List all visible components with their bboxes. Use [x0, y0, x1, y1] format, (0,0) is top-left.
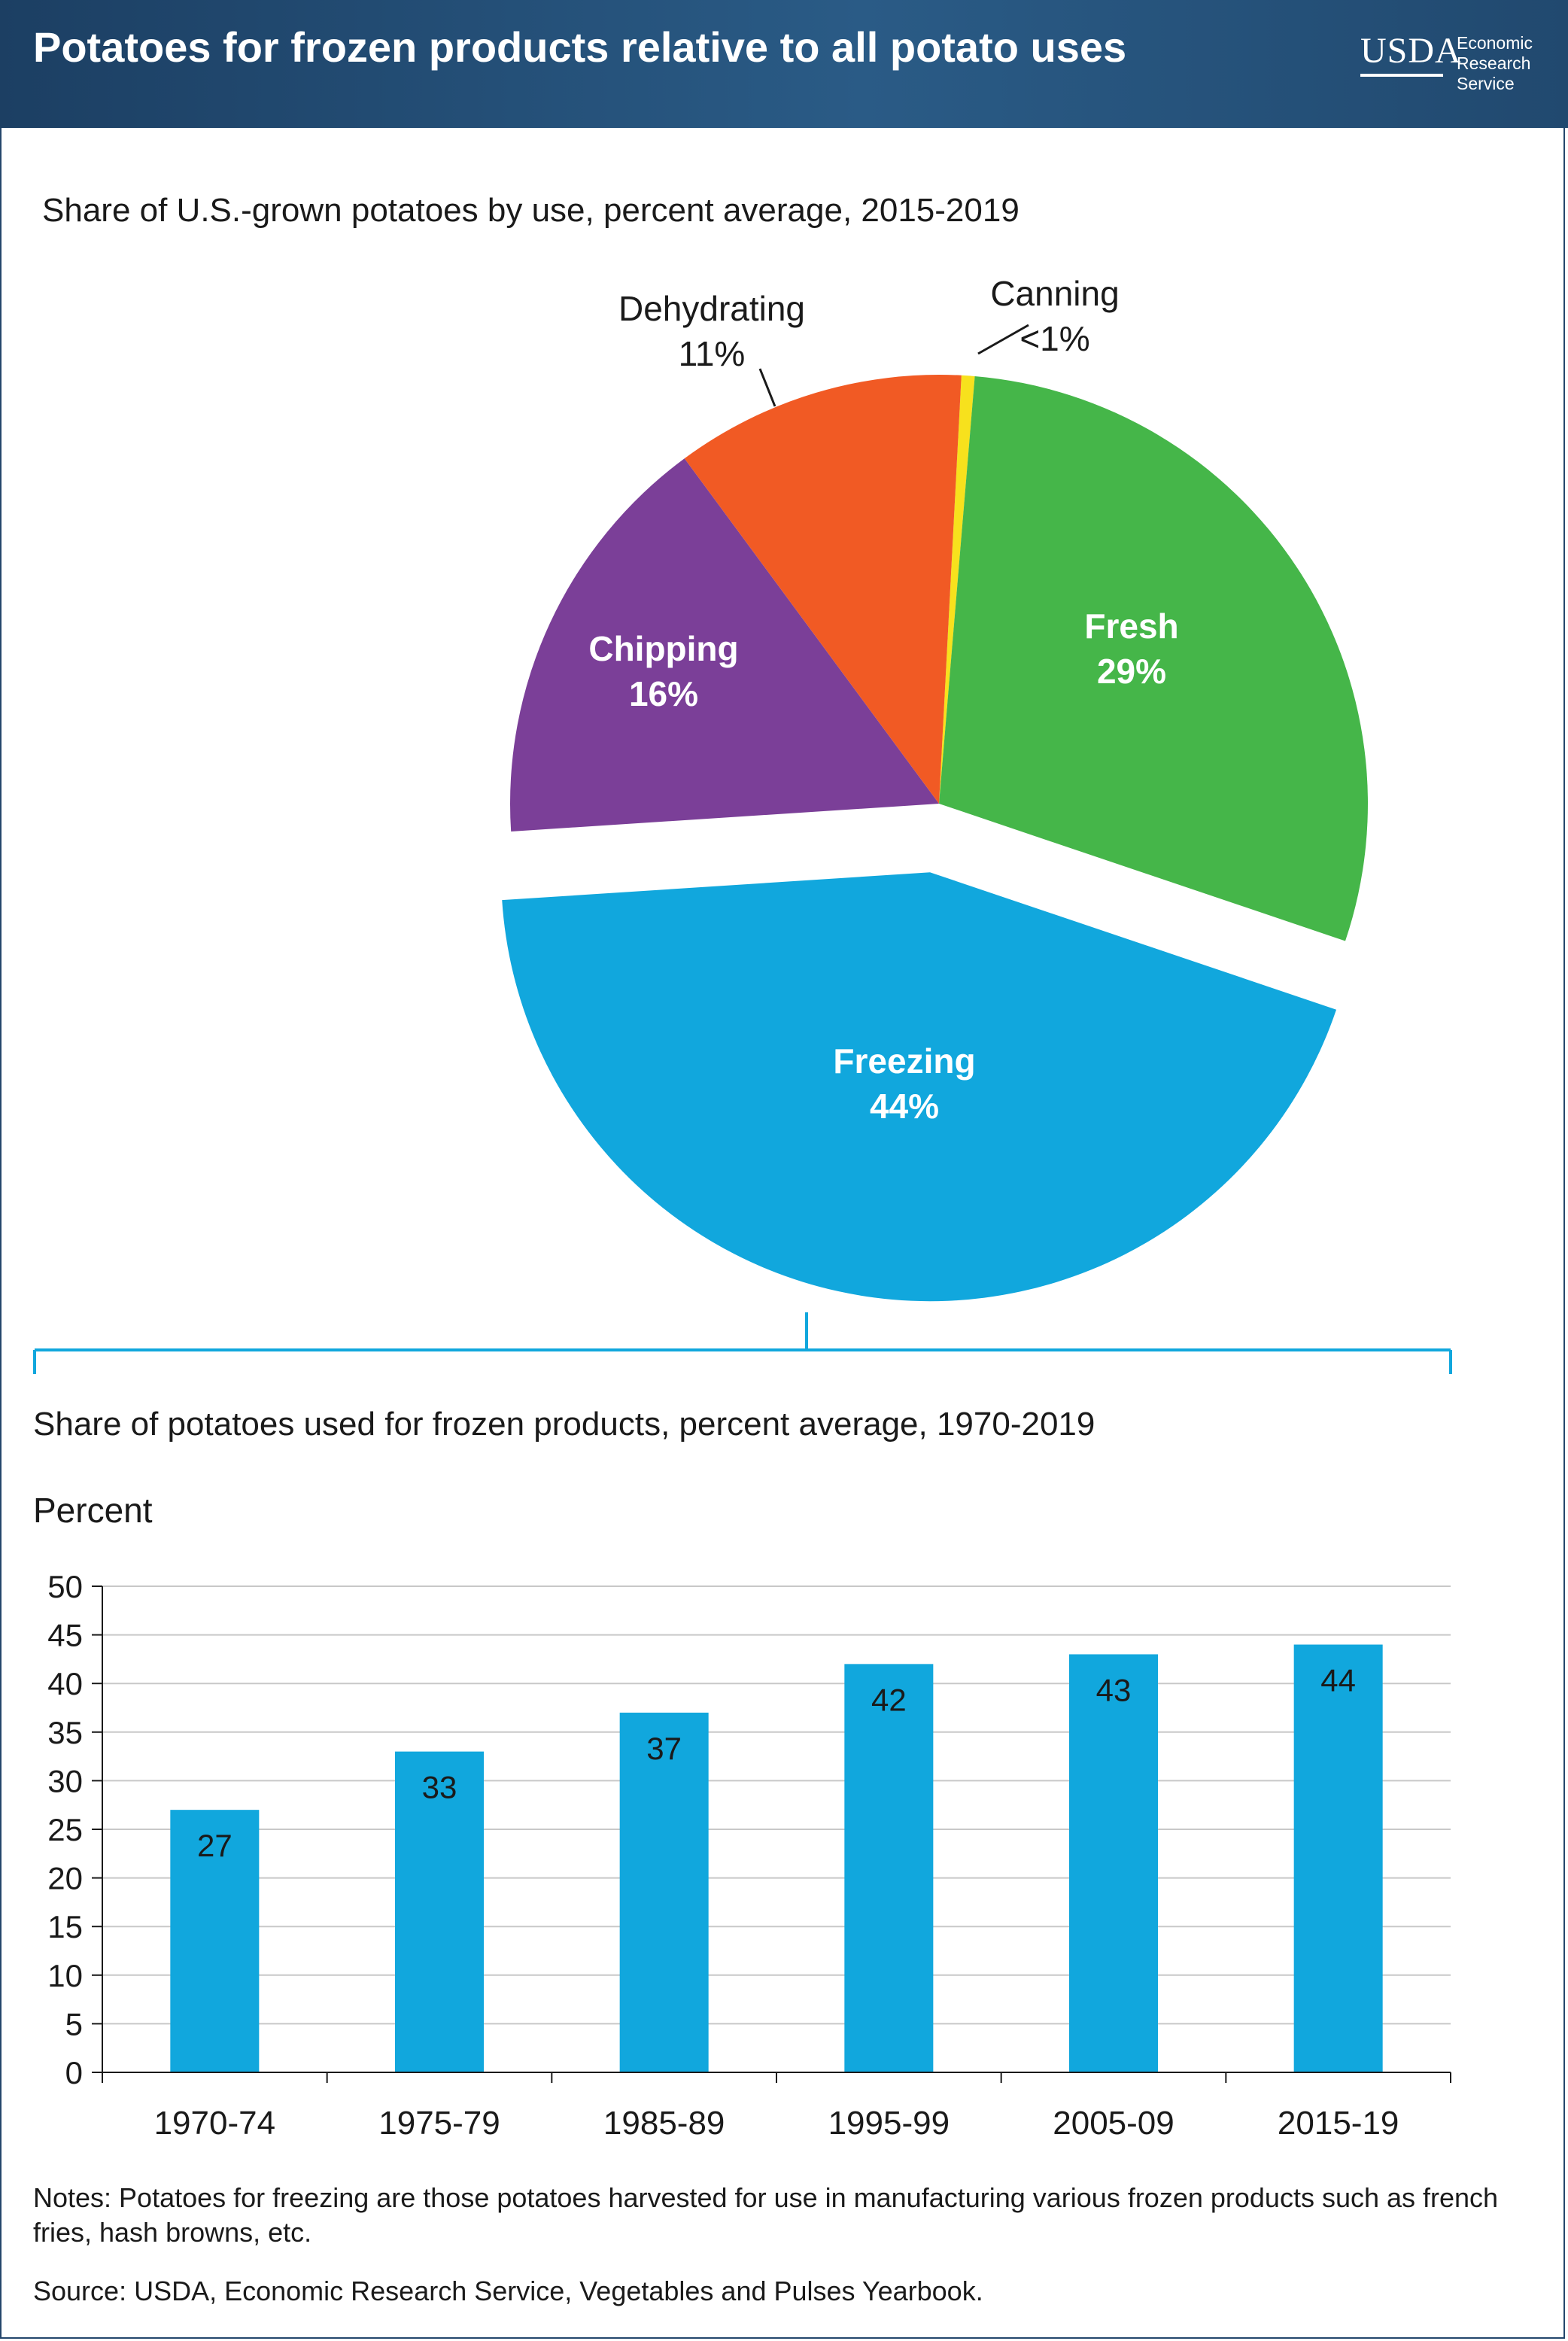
y-tick-label: 40 [47, 1666, 83, 1701]
bracket-connector [33, 1312, 1452, 1374]
y-tick-label: 20 [47, 1861, 83, 1896]
pie-slice-freezing [502, 872, 1337, 1302]
usda-logo: USDA Economic Research Service [1360, 30, 1548, 105]
y-tick-label: 10 [47, 1958, 83, 1993]
x-tick-label: 1970-74 [154, 2105, 275, 2142]
pie-slice-fresh [939, 375, 1368, 941]
pie-label-freezing: Freezing 44% [833, 1038, 975, 1129]
bar-value-label: 33 [422, 1770, 457, 1805]
x-tick-label: 1985-89 [603, 2105, 725, 2142]
pie-subtitle: Share of U.S.-grown potatoes by use, per… [42, 192, 1020, 229]
chart-source: Source: USDA, Economic Research Service,… [33, 2276, 983, 2306]
x-tick-label: 1975-79 [378, 2105, 500, 2142]
x-tick-label: 1995-99 [828, 2105, 950, 2142]
bar-2015-19 [1293, 1644, 1383, 2072]
bar-1970-74 [170, 1810, 260, 2072]
bar-2005-09 [1069, 1654, 1158, 2072]
x-tick-label: 2015-19 [1278, 2105, 1399, 2142]
pie-label-dehydrating-value: 11% [678, 334, 746, 373]
pie-slice-chipping [510, 458, 939, 832]
bar-value-label: 27 [197, 1828, 232, 1863]
y-tick-label: 5 [65, 2006, 83, 2042]
pie-label-freezing-name: Freezing [833, 1041, 976, 1081]
usda-logo-swoosh [1360, 74, 1443, 77]
pie-label-canning-value: <1% [1020, 319, 1090, 358]
bar-1985-89 [619, 1712, 709, 2072]
bar-value-label: 43 [1096, 1672, 1132, 1707]
bar-1975-79 [395, 1751, 484, 2072]
bar-value-label: 37 [646, 1731, 682, 1766]
pie-label-chipping: Chipping 16% [588, 626, 738, 716]
header-banner: Potatoes for frozen products relative to… [0, 0, 1568, 128]
pie-slice-canning [939, 375, 975, 804]
pie-label-chipping-value: 16% [628, 674, 699, 713]
usda-logo-text: Economic Research Service [1457, 33, 1533, 93]
dehydrating-leader-line [758, 368, 776, 407]
bar-value-label: 44 [1320, 1663, 1356, 1698]
canning-leader-line [977, 324, 1029, 355]
y-tick-label: 35 [47, 1715, 83, 1750]
bar-chart: 27 33 37 42 43 44 0 5 10 15 20 25 30 35 40 45 50 1970-74… [47, 1569, 1451, 2142]
bar-chart-ylabel: Percent [33, 1491, 153, 1530]
pie-label-fresh: Fresh 29% [1084, 603, 1178, 694]
pie-chart [502, 324, 1368, 1302]
chart-panel [0, 128, 1565, 2339]
chart-notes: Notes: Potatoes for freezing are those p… [33, 2182, 1499, 2248]
bar-value-label: 42 [871, 1682, 907, 1717]
pie-slice-dehydrating [684, 374, 962, 804]
pie-label-freezing-value: 44% [869, 1087, 940, 1126]
x-tick-label: 2005-09 [1053, 2105, 1174, 2142]
bar-chart-title: Share of potatoes used for frozen produc… [33, 1406, 1095, 1443]
y-tick-label: 15 [47, 1909, 83, 1944]
pie-label-dehydrating: Dehydrating 11% [618, 286, 805, 376]
y-tick-label: 30 [47, 1763, 83, 1798]
y-tick-label: 50 [47, 1569, 83, 1604]
pie-label-canning-name: Canning [990, 274, 1120, 313]
y-tick-label: 45 [47, 1618, 83, 1653]
usda-logo-mark: USDA [1360, 31, 1462, 71]
y-tick-label: 25 [47, 1812, 83, 1847]
pie-label-chipping-name: Chipping [588, 629, 739, 668]
y-tick-label: 0 [65, 2055, 83, 2090]
page-title: Potatoes for frozen products relative to… [33, 23, 1127, 71]
pie-label-canning: Canning <1% [990, 271, 1119, 361]
pie-label-fresh-value: 29% [1096, 652, 1167, 691]
bar-1995-99 [844, 1664, 934, 2072]
pie-label-fresh-name: Fresh [1084, 607, 1179, 646]
pie-label-dehydrating-name: Dehydrating [618, 289, 806, 328]
